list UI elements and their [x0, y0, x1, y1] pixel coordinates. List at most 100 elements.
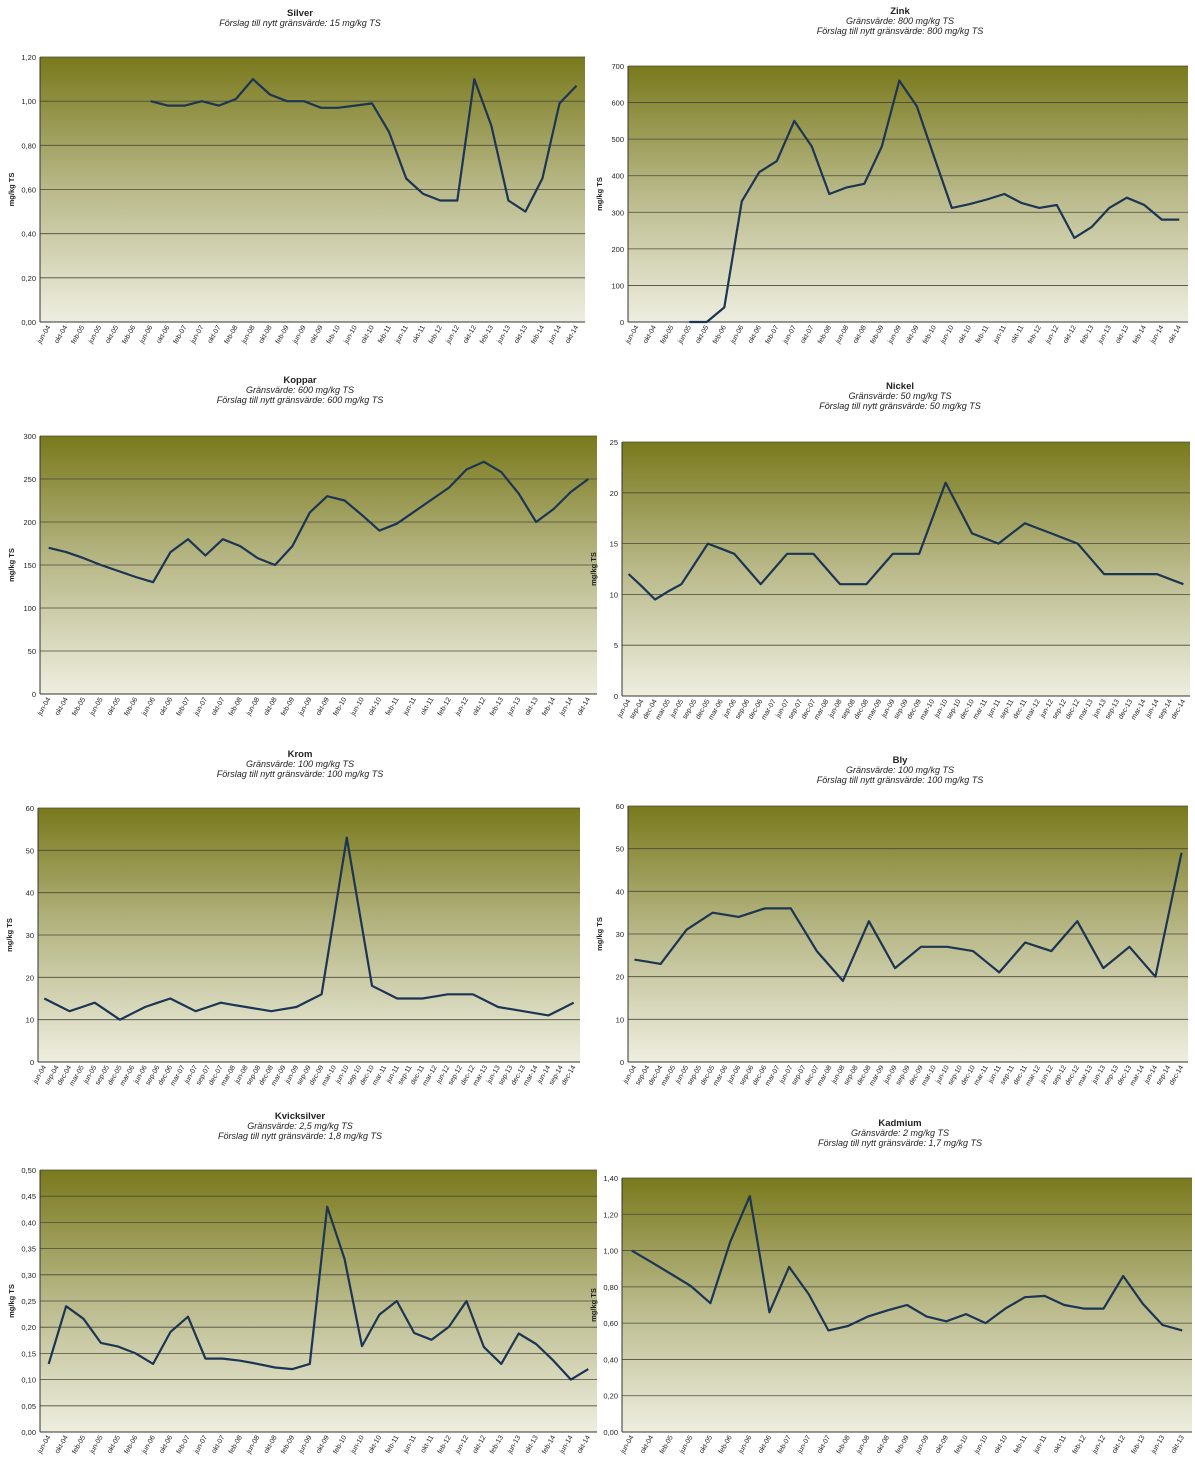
x-tick-label: jun-07 [193, 696, 209, 717]
x-tick-label: okt-14 [576, 1434, 592, 1454]
y-tick-label: 1,40 [603, 1174, 618, 1183]
x-tick-label: jun-05 [87, 324, 103, 345]
x-tick-label: okt-12 [1111, 1434, 1127, 1454]
y-tick-label: 0,50 [21, 1166, 36, 1175]
x-tick-label: feb-07 [176, 1434, 192, 1455]
x-tick-label: feb-09 [275, 324, 291, 345]
x-tick-label: jun-12 [1091, 1434, 1107, 1455]
x-tick-label: jun-11 [1032, 1434, 1048, 1455]
x-tick-label: feb-07 [173, 324, 189, 345]
chart-title: Nickel [886, 381, 914, 392]
x-tick-label: jun-11 [992, 324, 1008, 345]
x-tick-label: feb-10 [954, 1434, 970, 1455]
x-tick-label: feb-08 [836, 1434, 852, 1455]
x-tick-label: feb-06 [123, 696, 139, 717]
y-tick-label: 50 [26, 846, 34, 855]
x-tick-label: feb-06 [712, 324, 728, 345]
x-tick-label: feb-06 [121, 324, 137, 345]
y-tick-label: 0 [620, 318, 624, 327]
x-tick-label: feb-12 [437, 696, 453, 717]
y-tick-label: 0,45 [21, 1192, 36, 1201]
x-tick-label: jun-14 [558, 1434, 574, 1455]
x-tick-label: jun-05 [677, 324, 693, 345]
x-tick-label: feb-08 [228, 1434, 244, 1455]
x-tick-label: okt-06 [158, 1434, 174, 1454]
chart-title: Kadmium [878, 1118, 921, 1129]
x-tick-label: okt-04 [639, 1434, 655, 1454]
x-tick-label: jun-12 [1044, 324, 1060, 345]
x-tick-label: jun-05 [88, 696, 104, 717]
x-tick-label: okt-04 [54, 696, 70, 716]
x-tick-label: feb-10 [332, 696, 348, 717]
x-tick-label: feb-13 [489, 696, 505, 717]
x-tick-label: okt-07 [207, 324, 223, 344]
y-tick-label: 10 [616, 1015, 624, 1024]
x-tick-label: okt-06 [158, 696, 174, 716]
x-tick-label: jun-09 [297, 696, 313, 717]
y-tick-label: 0 [614, 692, 618, 701]
y-tick-label: 20 [616, 973, 624, 982]
x-tick-label: okt-07 [211, 1434, 227, 1454]
x-tick-label: okt-12 [1062, 324, 1078, 344]
y-tick-label: 1,00 [603, 1247, 618, 1256]
y-tick-label: 60 [26, 804, 34, 813]
y-axis-label: mg/kg TS [7, 173, 16, 207]
x-tick-label: jun-08 [245, 1434, 261, 1455]
x-tick-label: jun-09 [887, 324, 903, 345]
chart-title: Krom [288, 749, 313, 760]
x-tick-label: feb-06 [123, 1434, 139, 1455]
y-tick-label: 200 [23, 518, 36, 527]
y-tick-label: 150 [23, 561, 36, 570]
x-tick-label: jun-06 [729, 324, 745, 345]
y-tick-label: 300 [611, 208, 624, 217]
x-tick-label: okt-13 [1115, 324, 1131, 344]
x-tick-label: jun-11 [394, 324, 410, 345]
x-tick-label: jun-04 [36, 324, 52, 345]
y-axis-label: mg/kg TS [7, 1284, 16, 1318]
x-tick-label: jun-10 [343, 324, 359, 345]
y-tick-label: 30 [26, 931, 34, 940]
x-tick-label: jun-10 [939, 324, 955, 345]
x-tick-label: okt-11 [1052, 1434, 1068, 1454]
x-tick-label: okt-08 [258, 324, 274, 344]
x-tick-label: jun-12 [454, 1434, 470, 1455]
x-tick-label: okt-14 [576, 696, 592, 716]
y-axis-label: mg/kg TS [5, 918, 14, 952]
y-tick-label: 20 [26, 973, 34, 982]
x-tick-label: jun-06 [141, 696, 157, 717]
x-tick-label: jun-13 [1097, 324, 1113, 345]
y-tick-label: 0,00 [21, 1428, 36, 1437]
x-tick-label: feb-07 [764, 324, 780, 345]
y-tick-label: 40 [616, 887, 624, 896]
y-tick-label: 1,20 [21, 53, 36, 62]
x-tick-label: jun-10 [973, 1434, 989, 1455]
y-tick-label: 0,60 [603, 1319, 618, 1328]
x-tick-label: okt-05 [106, 1434, 122, 1454]
x-tick-label: feb-05 [71, 696, 87, 717]
y-tick-label: 0,15 [21, 1349, 36, 1358]
chart-subtitle: Gränsvärde: 2,5 mg/kg TS [247, 1121, 353, 1131]
y-tick-label: 0,40 [603, 1355, 618, 1364]
x-tick-label: jun-14 [558, 696, 574, 717]
x-tick-label: feb-09 [280, 1434, 296, 1455]
x-tick-label: jun-04 [36, 696, 52, 717]
y-tick-label: 50 [616, 845, 624, 854]
x-tick-label: jun-08 [834, 324, 850, 345]
x-tick-label: jun-13 [506, 1434, 522, 1455]
x-tick-label: okt-07 [211, 696, 227, 716]
data-line [150, 78, 578, 213]
x-tick-label: okt-08 [852, 324, 868, 344]
x-tick-label: okt-11 [411, 324, 427, 344]
y-tick-label: 0,40 [21, 1218, 36, 1227]
y-tick-label: 5 [614, 641, 618, 650]
x-tick-label: okt-12 [472, 696, 488, 716]
x-tick-label: jun-07 [193, 1434, 209, 1455]
chart-subtitle: Förslag till nytt gränsvärde: 50 mg/kg T… [819, 401, 981, 411]
x-tick-label: feb-08 [817, 324, 833, 345]
x-tick-label: feb-07 [176, 696, 192, 717]
x-tick-label: feb-14 [530, 324, 546, 345]
x-tick-label: feb-12 [1027, 324, 1043, 345]
x-tick-label: okt-08 [263, 696, 279, 716]
y-tick-label: 10 [26, 1016, 34, 1025]
chart-subtitle: Förslag till nytt gränsvärde: 100 mg/kg … [217, 769, 384, 779]
